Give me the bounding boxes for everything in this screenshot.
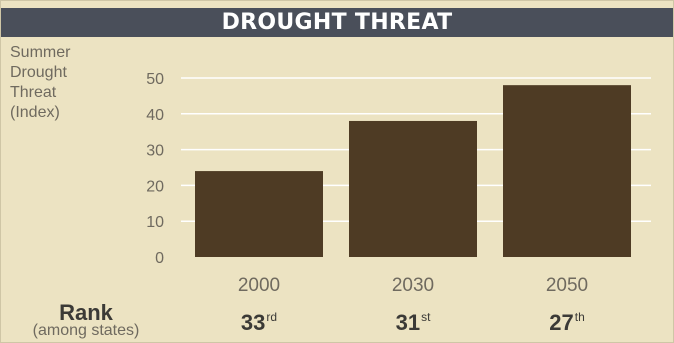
rank-suffix: st	[421, 310, 431, 324]
rank-2050: 27th	[527, 305, 607, 335]
rank-number: 33	[240, 310, 266, 335]
y-tick-label: 50	[146, 71, 164, 88]
x-tick-label: 2030	[392, 275, 434, 296]
rank-number: 27	[549, 310, 574, 335]
rank-label: Rank	[59, 300, 113, 325]
x-tick-label: 2050	[546, 275, 588, 296]
rank-2030: 31st	[373, 305, 453, 335]
rank-2000: 33rd	[219, 305, 299, 335]
rank-sublabel: (among states)	[32, 322, 140, 339]
bar-2000	[195, 171, 323, 257]
rank-number: 31	[395, 310, 421, 335]
y-tick-label: 20	[146, 178, 164, 195]
x-tick-label: 2000	[238, 275, 280, 296]
y-tick-label: 40	[146, 107, 164, 124]
y-tick-label: 10	[146, 214, 164, 231]
y-tick-label: 0	[155, 250, 164, 267]
rank-suffix: th	[574, 310, 585, 324]
y-axis-label: Summer Drought Threat (Index)	[10, 44, 71, 121]
bar-2050	[503, 85, 631, 257]
bar-2030	[349, 120, 477, 258]
chart-title: DROUGHT THREAT	[1, 8, 673, 37]
rank-suffix: rd	[266, 310, 278, 324]
y-tick-label: 30	[146, 143, 164, 160]
